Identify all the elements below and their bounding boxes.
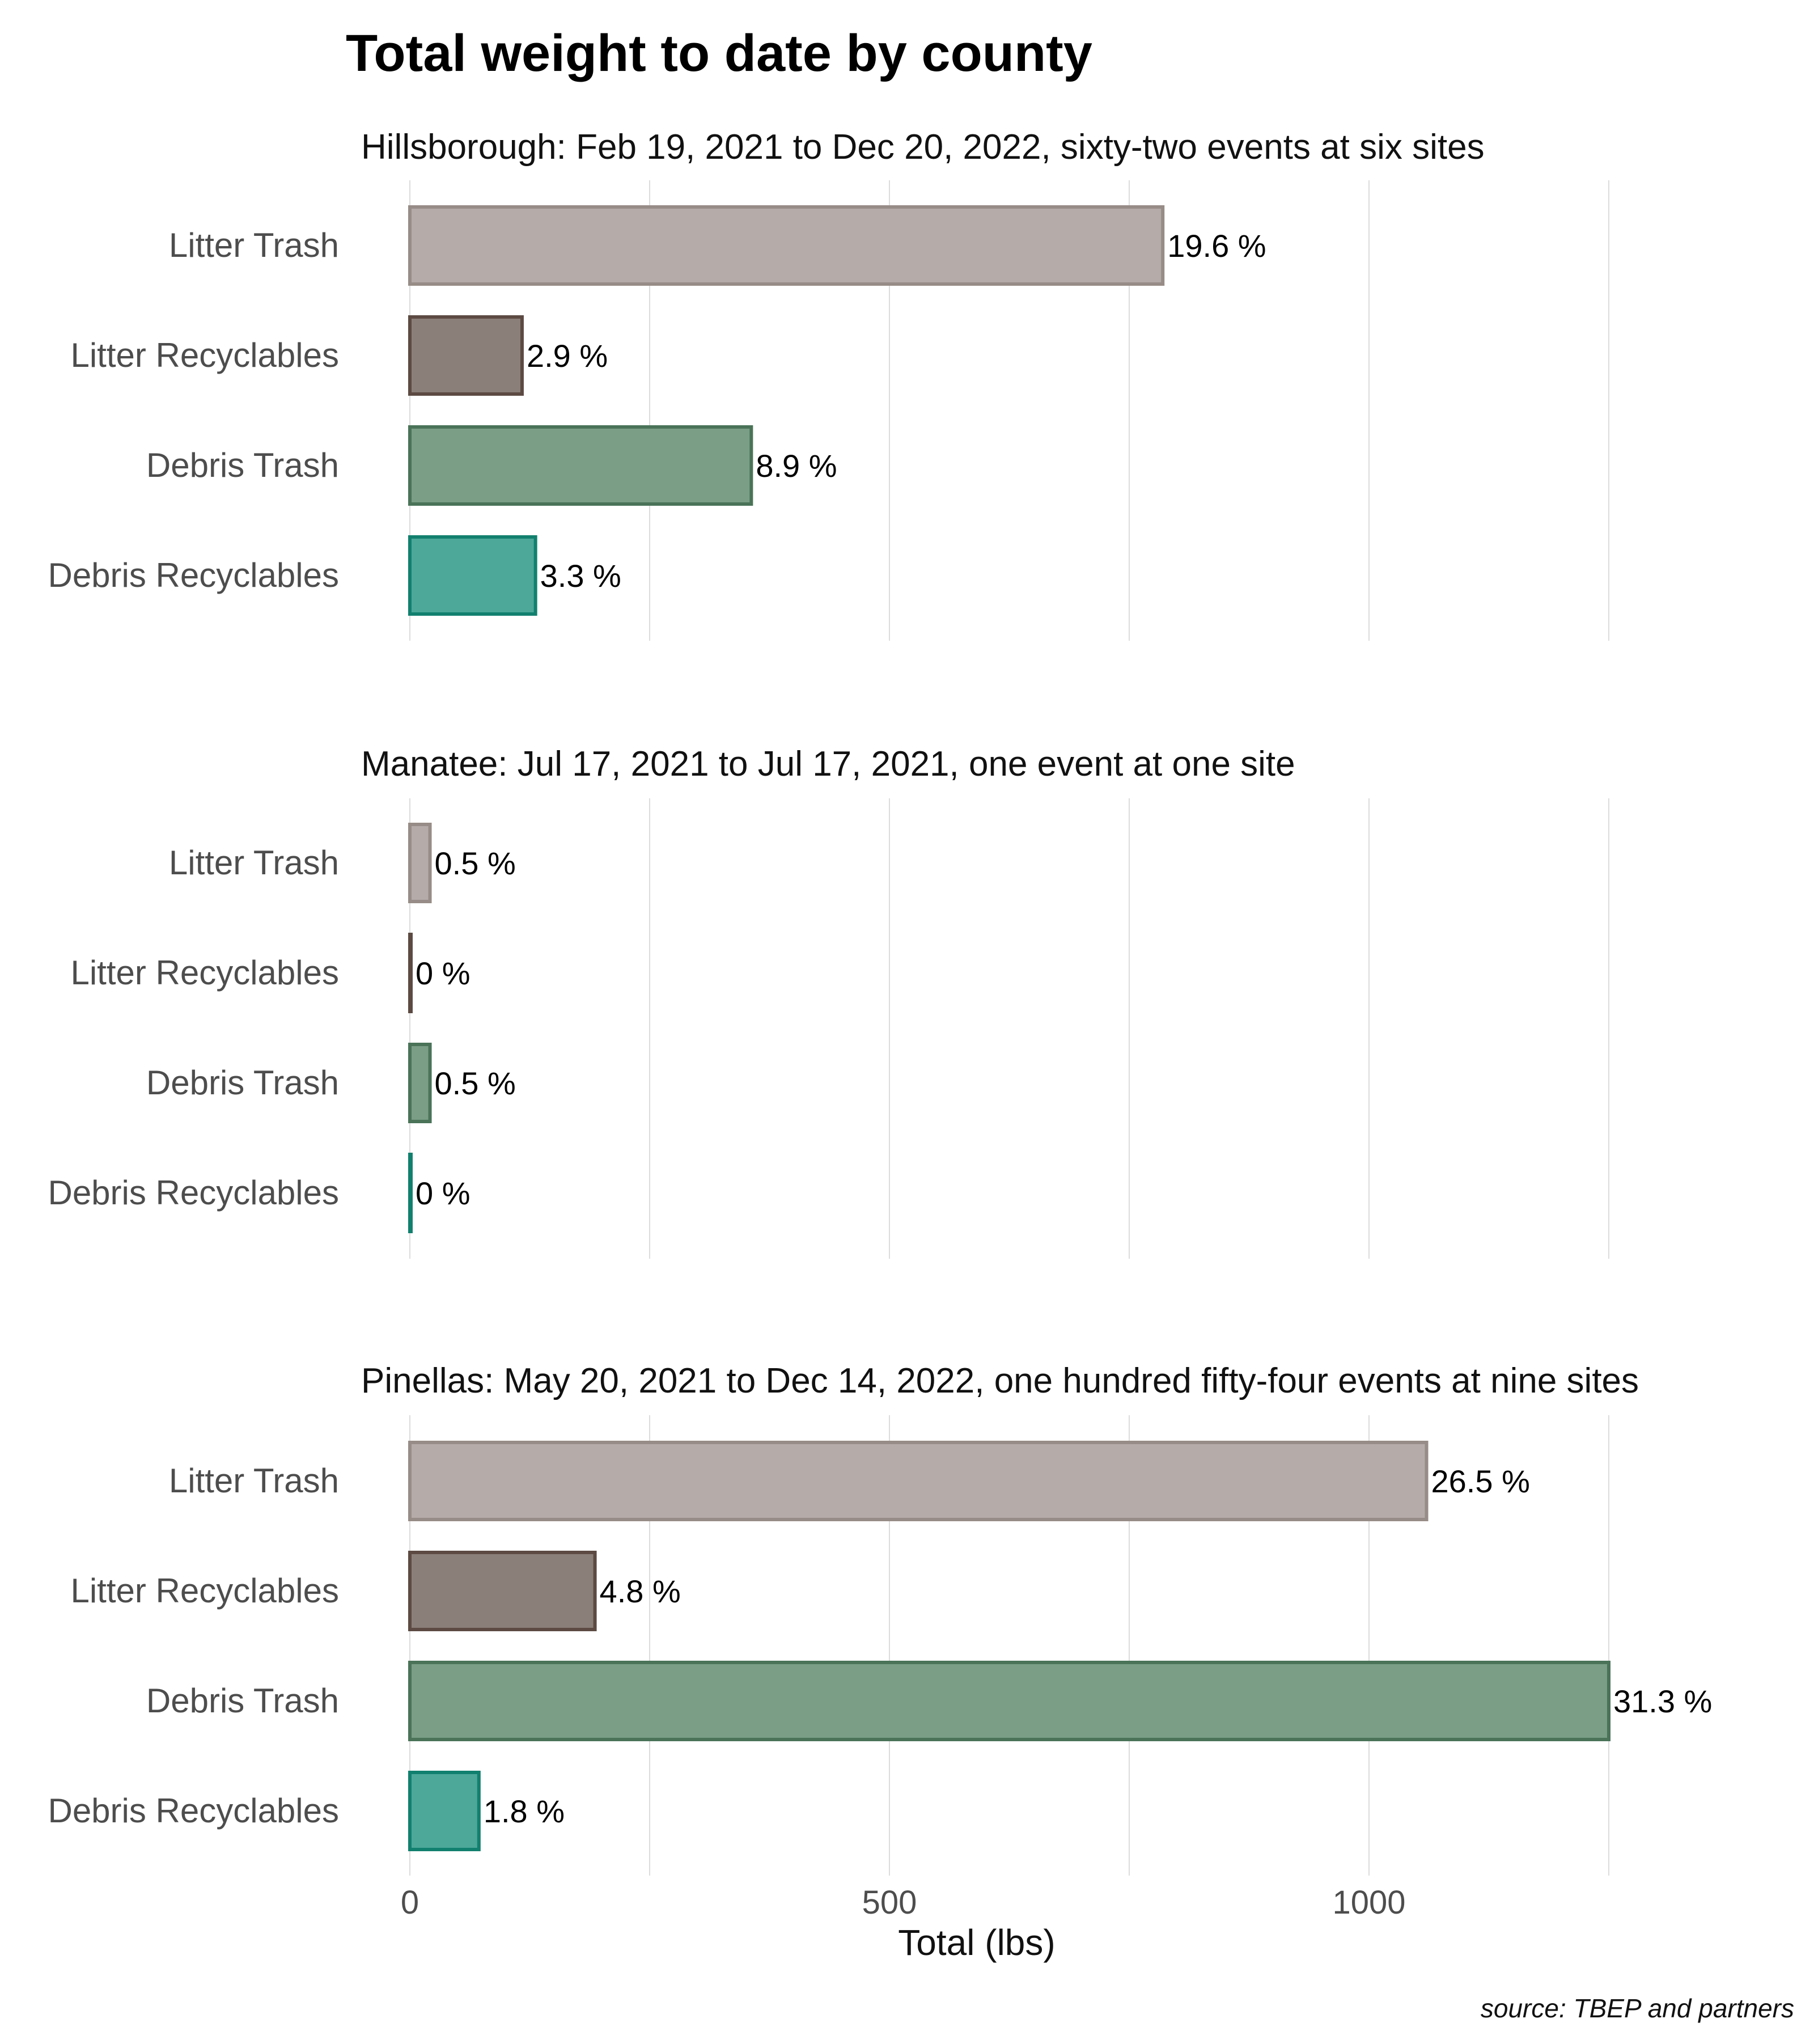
data-label: 1.8 %	[484, 1793, 565, 1829]
source-caption: source: TBEP and partners	[1481, 1994, 1794, 2023]
category-label: Debris Trash	[146, 1064, 339, 1102]
category-label: Debris Recyclables	[48, 1792, 339, 1830]
data-label: 26.5 %	[1431, 1463, 1530, 1499]
data-label: 19.6 %	[1167, 228, 1266, 264]
bar-debris-trash	[408, 1043, 432, 1123]
category-label: Litter Trash	[169, 1462, 339, 1500]
bar-debris-recyclables	[408, 1153, 413, 1233]
category-label: Litter Trash	[169, 226, 339, 264]
x-axis-title: Total (lbs)	[898, 1922, 1055, 1963]
data-label: 0.5 %	[435, 845, 516, 881]
x-tick-label: 0	[401, 1884, 419, 1921]
x-tick-label: 1000	[1332, 1884, 1405, 1921]
x-tick-label: 500	[862, 1884, 917, 1921]
bar-debris-trash	[408, 1661, 1610, 1741]
panel-title: Pinellas: May 20, 2021 to Dec 14, 2022, …	[361, 1361, 1639, 1400]
category-label: Litter Recyclables	[70, 1572, 339, 1610]
category-label: Litter Trash	[169, 844, 339, 882]
bar-litter-recyclables	[408, 933, 413, 1013]
category-label: Litter Recyclables	[70, 336, 339, 374]
bar-debris-trash	[408, 425, 753, 506]
category-label: Debris Trash	[146, 446, 339, 484]
chart-title: Total weight to date by county	[346, 24, 1092, 82]
category-label: Debris Trash	[146, 1682, 339, 1720]
data-label: 2.9 %	[527, 338, 608, 374]
data-label: 0 %	[416, 1175, 471, 1211]
data-label: 8.9 %	[756, 448, 837, 484]
panel-3: Pinellas: May 20, 2021 to Dec 14, 2022, …	[48, 1361, 1712, 1876]
bar-litter-trash	[408, 205, 1165, 286]
bar-debris-recyclables	[408, 535, 537, 616]
data-label: 0.5 %	[435, 1065, 516, 1101]
bar-litter-trash	[408, 1441, 1429, 1521]
bar-litter-trash	[408, 823, 432, 903]
category-label: Litter Recyclables	[70, 954, 339, 992]
data-label: 31.3 %	[1613, 1683, 1712, 1719]
bar-litter-recyclables	[408, 315, 524, 396]
data-label: 0 %	[416, 955, 471, 991]
panel-2: Manatee: Jul 17, 2021 to Jul 17, 2021, o…	[48, 744, 1609, 1259]
category-label: Debris Recyclables	[48, 1174, 339, 1212]
bar-litter-recyclables	[408, 1551, 597, 1631]
panel-title: Hillsborough: Feb 19, 2021 to Dec 20, 20…	[361, 128, 1485, 167]
data-label: 4.8 %	[600, 1573, 681, 1609]
panel-1: Hillsborough: Feb 19, 2021 to Dec 20, 20…	[48, 128, 1609, 641]
data-label: 3.3 %	[540, 558, 621, 594]
bar-debris-recyclables	[408, 1771, 481, 1851]
panel-title: Manatee: Jul 17, 2021 to Jul 17, 2021, o…	[361, 744, 1295, 784]
category-label: Debris Recyclables	[48, 556, 339, 594]
